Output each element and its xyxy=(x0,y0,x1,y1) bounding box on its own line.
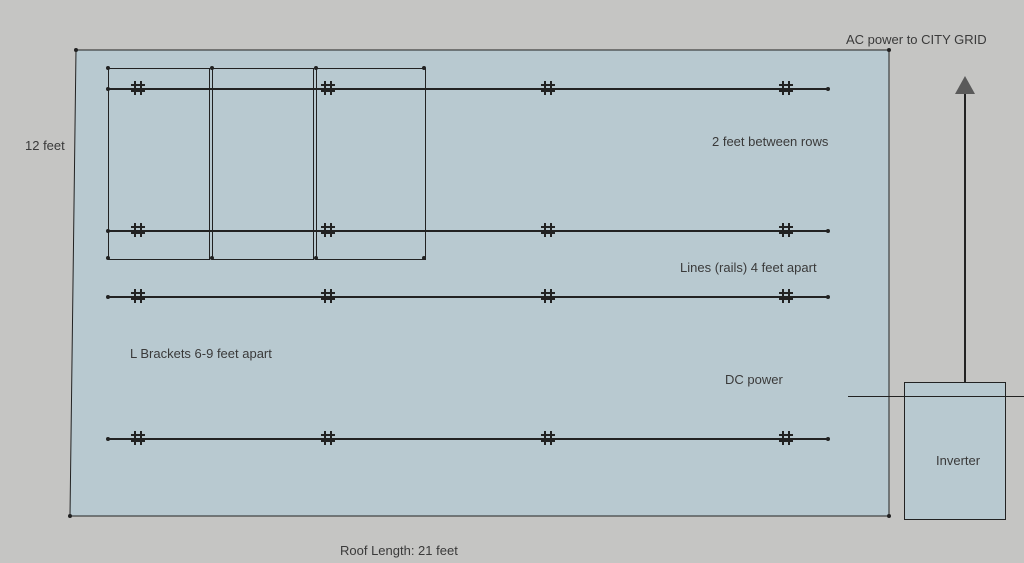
dc-power-line xyxy=(848,396,1024,397)
corner-dot xyxy=(826,437,830,441)
corner-dot xyxy=(826,295,830,299)
corner-dot xyxy=(106,437,110,441)
rail xyxy=(108,438,828,440)
corner-dot xyxy=(887,514,891,518)
corner-dot xyxy=(314,66,318,70)
solar-panel xyxy=(108,68,210,260)
l-bracket xyxy=(541,81,555,95)
solar-panel xyxy=(212,68,314,260)
label-roof-length: Roof Length: 21 feet xyxy=(340,543,458,558)
label-dc-power: DC power xyxy=(725,372,783,387)
corner-dot xyxy=(74,48,78,52)
rail xyxy=(108,296,828,298)
label-brackets: L Brackets 6-9 feet apart xyxy=(130,346,272,361)
corner-dot xyxy=(887,48,891,52)
l-bracket xyxy=(321,81,335,95)
ac-arrowhead xyxy=(955,76,975,94)
label-height: 12 feet xyxy=(25,138,65,153)
corner-dot xyxy=(210,256,214,260)
l-bracket xyxy=(779,223,793,237)
l-bracket xyxy=(131,289,145,303)
corner-dot xyxy=(106,229,110,233)
corner-dot xyxy=(68,514,72,518)
ac-power-line xyxy=(964,78,966,382)
l-bracket xyxy=(131,431,145,445)
corner-dot xyxy=(422,256,426,260)
inverter-box xyxy=(904,382,1006,520)
label-inverter: Inverter xyxy=(936,453,980,468)
label-rows-gap: 2 feet between rows xyxy=(712,134,828,149)
corner-dot xyxy=(826,87,830,91)
l-bracket xyxy=(321,431,335,445)
l-bracket xyxy=(541,223,555,237)
l-bracket xyxy=(131,81,145,95)
diagram-stage: AC power to CITY GRID 12 feet 2 feet bet… xyxy=(0,0,1024,563)
label-rails-gap: Lines (rails) 4 feet apart xyxy=(680,260,817,275)
l-bracket xyxy=(541,289,555,303)
l-bracket xyxy=(779,81,793,95)
corner-dot xyxy=(826,229,830,233)
corner-dot xyxy=(106,87,110,91)
corner-dot xyxy=(422,66,426,70)
corner-dot xyxy=(106,256,110,260)
l-bracket xyxy=(321,289,335,303)
l-bracket xyxy=(131,223,145,237)
l-bracket xyxy=(779,431,793,445)
corner-dot xyxy=(106,295,110,299)
corner-dot xyxy=(210,66,214,70)
l-bracket xyxy=(321,223,335,237)
corner-dot xyxy=(314,256,318,260)
label-ac-power: AC power to CITY GRID xyxy=(846,32,987,47)
corner-dot xyxy=(106,66,110,70)
l-bracket xyxy=(779,289,793,303)
l-bracket xyxy=(541,431,555,445)
